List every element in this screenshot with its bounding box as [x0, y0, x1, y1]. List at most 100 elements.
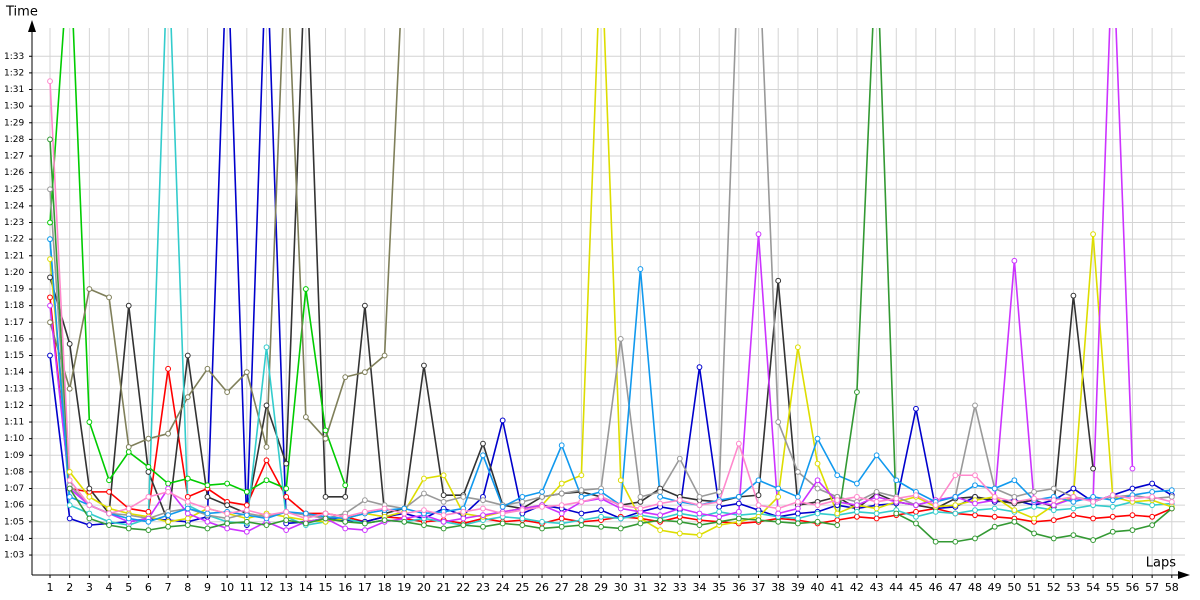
point-marker	[578, 510, 585, 517]
point-marker	[972, 402, 978, 409]
point-marker	[86, 522, 93, 529]
point-marker	[362, 520, 368, 527]
point-marker	[47, 302, 53, 309]
grid	[32, 28, 1185, 575]
point-marker	[322, 435, 329, 442]
x-tick-label: 54	[1086, 581, 1100, 594]
point-marker	[125, 515, 132, 522]
point-marker	[854, 502, 860, 509]
x-tick-label: 1	[47, 581, 54, 594]
point-marker	[1090, 465, 1096, 472]
point-marker	[204, 518, 211, 525]
point-marker	[558, 502, 565, 509]
point-marker	[66, 477, 73, 484]
point-marker	[362, 497, 368, 504]
point-marker	[1129, 485, 1136, 492]
point-marker	[302, 286, 309, 292]
x-tick-label: 35	[712, 581, 726, 594]
point-marker	[1109, 528, 1116, 535]
point-marker	[1031, 495, 1037, 502]
point-marker	[47, 294, 53, 301]
point-marker	[204, 505, 211, 512]
point-marker	[676, 518, 683, 525]
point-marker	[66, 515, 73, 522]
point-marker	[617, 515, 624, 522]
point-marker	[1050, 497, 1057, 504]
point-marker	[854, 493, 860, 500]
x-tick-label: 30	[614, 581, 628, 594]
axes: Time Laps 1:03 1:04 1:05 1:06 1:07 1:08 1:09 1:…	[4, 5, 1190, 594]
x-tick-label: 17	[358, 581, 372, 594]
y-tick-label: 1:28	[4, 135, 24, 145]
x-tick-label: 44	[889, 581, 903, 594]
x-axis-label: Laps	[1146, 556, 1176, 571]
x-tick-label: 49	[988, 581, 1002, 594]
x-tick-label: 40	[811, 581, 825, 594]
point-marker	[834, 522, 841, 529]
point-marker	[184, 498, 191, 505]
point-marker	[775, 485, 782, 492]
point-marker	[47, 319, 53, 326]
x-tick-label: 6	[145, 581, 152, 594]
point-marker	[1070, 485, 1077, 492]
x-tick-label: 7	[165, 581, 172, 594]
point-marker	[460, 522, 467, 529]
point-marker	[539, 503, 545, 510]
point-marker	[1070, 493, 1077, 500]
point-marker	[342, 518, 349, 525]
x-tick-label: 55	[1106, 581, 1120, 594]
x-tick-label: 57	[1145, 581, 1159, 594]
point-marker	[381, 517, 388, 524]
point-marker	[617, 477, 624, 484]
point-marker	[480, 505, 486, 512]
point-marker	[224, 525, 231, 532]
y-tick-label: 1:26	[4, 168, 24, 178]
point-marker	[854, 508, 860, 515]
plot-area	[47, 28, 1175, 545]
x-tick-label: 21	[437, 581, 451, 594]
x-tick-label: 3	[86, 581, 93, 594]
point-marker	[421, 362, 427, 369]
point-marker	[755, 231, 762, 238]
point-marker	[362, 302, 368, 309]
point-marker	[755, 477, 762, 484]
point-marker	[1070, 505, 1077, 512]
point-marker	[440, 492, 447, 499]
point-marker	[362, 369, 368, 376]
point-marker	[1149, 502, 1156, 509]
point-marker	[499, 417, 506, 424]
point-marker	[1090, 515, 1096, 522]
point-marker	[598, 488, 604, 495]
point-marker	[775, 505, 782, 512]
point-marker	[145, 527, 152, 534]
y-tick-label: 1:06	[4, 501, 24, 511]
point-marker	[1031, 515, 1037, 522]
y-tick-label: 1:03	[4, 551, 24, 561]
point-marker	[125, 302, 132, 309]
x-tick-label: 32	[653, 581, 667, 594]
point-marker	[735, 508, 742, 515]
point-marker	[263, 522, 270, 529]
point-marker	[834, 517, 841, 524]
point-marker	[932, 502, 939, 509]
point-marker	[913, 520, 919, 527]
x-tick-label: 22	[456, 581, 470, 594]
point-marker	[480, 452, 486, 459]
point-marker	[362, 527, 368, 534]
point-marker	[952, 502, 959, 509]
point-marker	[952, 472, 959, 479]
y-tick-label: 1:24	[4, 201, 24, 211]
point-marker	[381, 505, 388, 512]
point-marker	[322, 427, 329, 434]
x-tick-label: 8	[184, 581, 191, 594]
point-marker	[1149, 513, 1156, 520]
y-tick-label: 1:30	[4, 102, 24, 112]
point-marker	[1050, 535, 1057, 542]
point-marker	[263, 477, 270, 484]
point-marker	[913, 492, 919, 499]
point-marker	[794, 498, 801, 505]
point-marker	[47, 274, 53, 281]
point-marker	[775, 419, 782, 425]
point-marker	[106, 505, 112, 512]
x-tick-label: 48	[968, 581, 982, 594]
